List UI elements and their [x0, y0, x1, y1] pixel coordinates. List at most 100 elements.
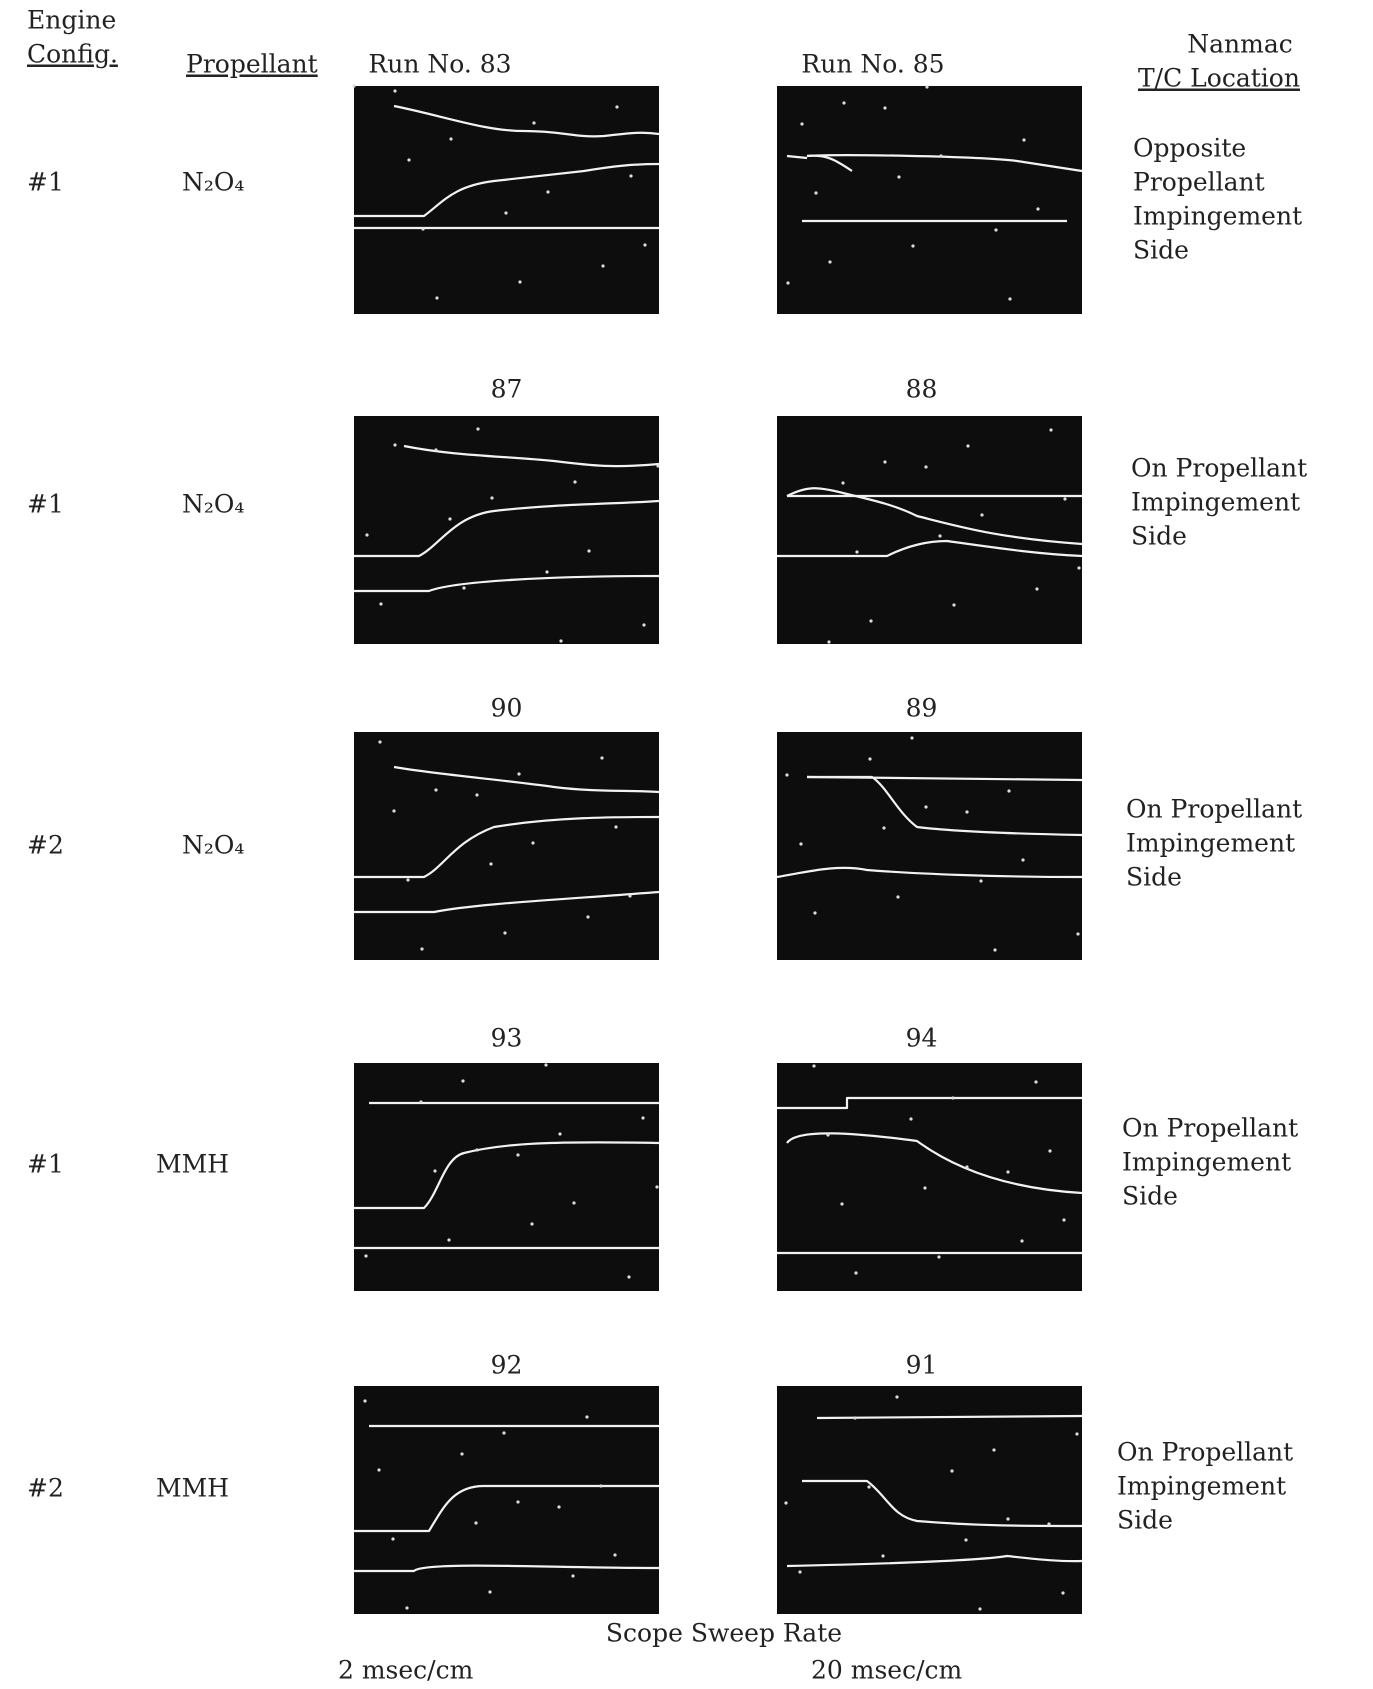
engine-config: #2 — [27, 1474, 64, 1503]
oscilloscope-trace-image — [777, 1386, 1083, 1614]
tc-location: Side — [1133, 236, 1189, 265]
run-number: Run No. 83 — [368, 50, 511, 79]
speck — [827, 640, 831, 644]
speck — [586, 915, 590, 919]
speck — [868, 757, 872, 761]
propellant: N₂O₄ — [182, 490, 244, 519]
speck — [799, 842, 803, 846]
speck — [643, 243, 647, 247]
speck — [546, 190, 550, 194]
speck — [627, 1275, 631, 1279]
run-number: 92 — [491, 1351, 523, 1380]
trace — [777, 1096, 1082, 1110]
speck — [965, 810, 969, 814]
engine-config: #2 — [27, 831, 64, 860]
trace — [354, 890, 660, 914]
speck — [488, 1590, 492, 1594]
speck — [923, 1186, 927, 1190]
speck — [786, 281, 790, 285]
speck — [1049, 428, 1053, 432]
speck — [419, 1100, 423, 1104]
speck — [599, 1484, 603, 1488]
speck — [585, 1415, 589, 1419]
speck — [867, 1485, 871, 1489]
trace — [807, 775, 1083, 837]
speck — [571, 1574, 575, 1578]
speck — [434, 448, 438, 452]
run-number: 87 — [491, 375, 523, 404]
speck — [1063, 497, 1067, 501]
speck — [882, 826, 886, 830]
run-number: 91 — [906, 1351, 938, 1380]
speck — [1036, 207, 1040, 211]
speck — [842, 101, 846, 105]
speck — [545, 570, 549, 574]
speck — [421, 227, 425, 231]
speck — [502, 1431, 506, 1435]
speck — [937, 1255, 941, 1259]
speck — [433, 1169, 437, 1173]
speck — [909, 1117, 913, 1121]
speck — [1035, 587, 1039, 591]
speck — [925, 85, 929, 89]
engine-config: #1 — [27, 490, 64, 519]
speck — [841, 481, 845, 485]
speck — [980, 513, 984, 517]
speck — [952, 603, 956, 607]
run-number: 88 — [906, 375, 938, 404]
propellant: N₂O₄ — [182, 831, 244, 860]
speck — [615, 105, 619, 109]
speck — [994, 228, 998, 232]
speck — [1061, 1591, 1065, 1595]
speck — [490, 496, 494, 500]
speck — [814, 191, 818, 195]
scope-screen — [777, 732, 1082, 960]
header-engine: Engine — [27, 6, 116, 35]
speck — [516, 1500, 520, 1504]
speck — [813, 911, 817, 915]
speck — [800, 122, 804, 126]
trace — [403, 444, 660, 468]
speck — [938, 534, 942, 538]
speck — [964, 1538, 968, 1542]
run-number: 90 — [491, 694, 523, 723]
tc-location: Impingement — [1131, 488, 1300, 517]
speck — [826, 1133, 830, 1137]
speck — [363, 1399, 367, 1403]
speck — [1007, 789, 1011, 793]
speck — [460, 1452, 464, 1456]
speck — [1062, 1218, 1066, 1222]
trace — [354, 1564, 660, 1573]
propellant: N₂O₄ — [182, 168, 244, 197]
oscilloscope-trace-image — [777, 1063, 1083, 1291]
oscilloscope-trace-image — [354, 1063, 660, 1291]
speck — [641, 1116, 645, 1120]
speck — [475, 793, 479, 797]
speck — [572, 1201, 576, 1205]
speck — [1006, 1517, 1010, 1521]
tc-location: Side — [1131, 522, 1187, 551]
trace — [816, 1414, 1083, 1420]
tc-location: Impingement — [1117, 1472, 1286, 1501]
trace — [786, 1554, 1083, 1568]
trace — [786, 487, 1083, 546]
speck — [600, 756, 604, 760]
speck — [530, 1222, 534, 1226]
speck — [364, 1254, 368, 1258]
run-number: 89 — [906, 694, 938, 723]
trace — [393, 765, 660, 794]
scope-screen — [354, 1386, 659, 1614]
speck — [896, 895, 900, 899]
speck — [393, 89, 397, 93]
oscilloscope-trace-image — [354, 416, 660, 644]
sweep-rate-left: 2 msec/cm — [338, 1656, 474, 1685]
speck — [544, 1063, 548, 1067]
oscilloscope-trace-image — [352, 84, 660, 314]
header-config: Config. — [27, 40, 118, 69]
speck — [883, 460, 887, 464]
speck — [449, 137, 453, 141]
speck — [881, 1554, 885, 1558]
trace — [806, 775, 1083, 782]
speck — [798, 1570, 802, 1574]
speck — [1021, 858, 1025, 862]
